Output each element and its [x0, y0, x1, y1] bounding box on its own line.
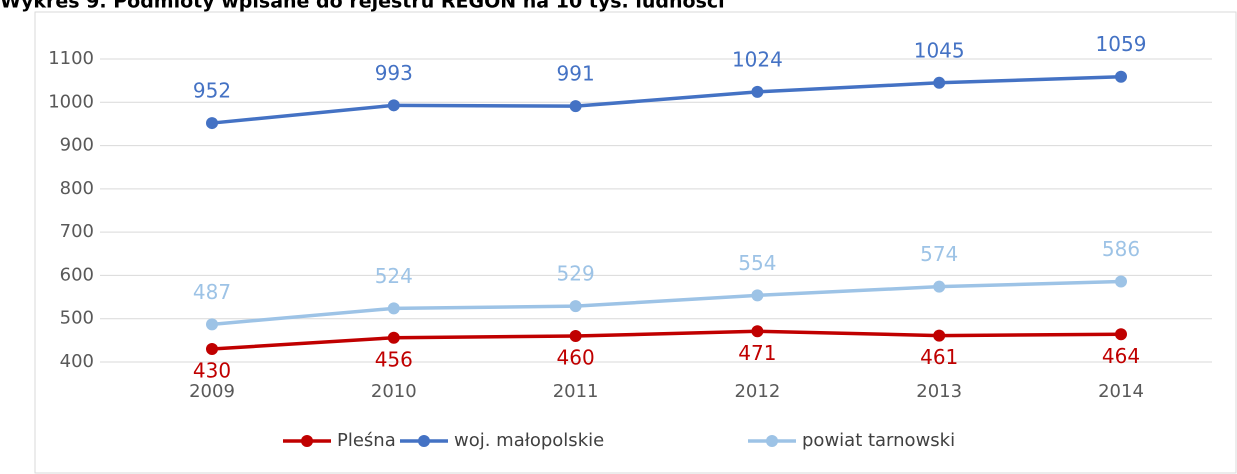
data-label: 461 — [920, 345, 958, 369]
data-label: 460 — [557, 346, 595, 370]
chart-title: Wykres 9. Podmioty wpisane do rejestru R… — [0, 0, 725, 13]
y-tick-label: 900 — [60, 135, 94, 156]
data-point — [1115, 70, 1127, 83]
data-label: 1024 — [732, 47, 783, 71]
y-tick-label: 600 — [60, 264, 94, 285]
data-point — [569, 330, 582, 343]
x-tick-label: 2014 — [1098, 381, 1144, 402]
data-point — [387, 331, 400, 344]
data-label: 430 — [193, 359, 231, 383]
series-line — [211, 74, 1122, 125]
data-point — [206, 343, 218, 356]
x-tick-label: 2013 — [916, 381, 962, 402]
x-tick-label: 2012 — [734, 381, 780, 402]
data-point — [206, 318, 218, 331]
y-tick-label: 700 — [60, 221, 94, 242]
y-tick-label: 800 — [60, 178, 94, 199]
data-label: 993 — [375, 61, 413, 85]
data-point — [387, 99, 400, 112]
data-point — [1115, 275, 1127, 288]
data-point — [751, 85, 764, 98]
data-label: 586 — [1102, 237, 1140, 261]
data-point — [933, 76, 946, 89]
legend-marker — [766, 435, 778, 447]
y-tick-label: 1100 — [48, 48, 94, 69]
data-label: 524 — [375, 264, 413, 288]
data-point — [569, 100, 582, 113]
legend-label: woj. małopolskie — [454, 430, 604, 451]
chart-frame — [34, 11, 1237, 474]
data-label: 952 — [193, 79, 231, 103]
series-line — [211, 329, 1122, 351]
data-point — [751, 325, 764, 338]
y-tick-label: 1000 — [48, 91, 94, 112]
data-point — [569, 300, 582, 313]
data-point — [933, 280, 946, 293]
data-label: 1059 — [1096, 32, 1147, 56]
x-tick-label: 2010 — [371, 381, 417, 402]
y-tick-label: 500 — [60, 308, 94, 329]
data-label: 991 — [557, 62, 595, 86]
x-tick-label: 2011 — [553, 381, 599, 402]
data-label: 456 — [375, 347, 413, 371]
y-tick-label: 400 — [60, 351, 94, 372]
data-label: 471 — [738, 341, 776, 365]
data-point — [1115, 328, 1127, 341]
data-label: 464 — [1102, 344, 1140, 368]
data-label: 554 — [738, 251, 776, 275]
data-point — [206, 117, 218, 130]
data-point — [751, 289, 764, 302]
legend-marker — [418, 435, 430, 447]
legend-label: powiat tarnowski — [802, 430, 955, 451]
series-line — [211, 279, 1122, 327]
data-label: 574 — [920, 242, 958, 266]
data-point — [933, 329, 946, 342]
data-point — [387, 302, 400, 315]
legend-marker — [301, 435, 313, 447]
data-label: 1045 — [914, 38, 965, 62]
legend-label: Pleśna — [337, 430, 396, 451]
data-label: 487 — [193, 280, 231, 304]
data-label: 529 — [557, 262, 595, 286]
x-tick-label: 2009 — [189, 381, 235, 402]
